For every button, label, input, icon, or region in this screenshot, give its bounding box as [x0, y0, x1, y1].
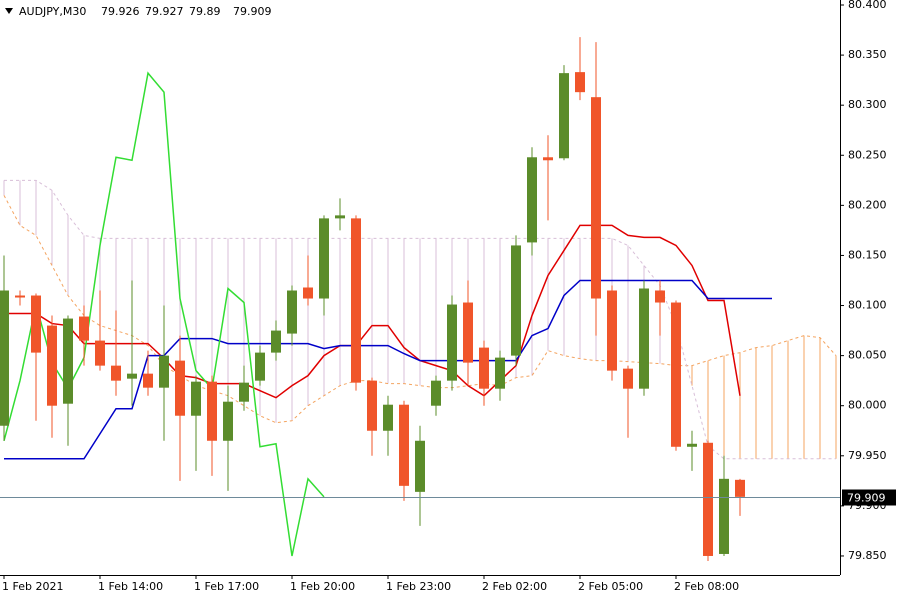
candle-body: [191, 381, 201, 416]
candle-body: [287, 290, 297, 334]
price-label: 79.909: [847, 492, 886, 505]
candle-body: [495, 357, 505, 389]
candle-body: [479, 347, 489, 389]
x-tick-label: 1 Feb 17:00: [194, 580, 259, 593]
candle-body: [127, 373, 137, 379]
candle-body: [703, 442, 713, 556]
price-label-box: [842, 489, 896, 506]
y-tick-label: 80.100: [848, 299, 887, 312]
x-tick-label: 1 Feb 23:00: [386, 580, 451, 593]
candle-body: [415, 440, 425, 492]
candle-body: [223, 401, 233, 441]
candle-body: [47, 325, 57, 406]
y-tick-label: 80.400: [848, 0, 887, 11]
candle-body: [335, 215, 345, 219]
candle-body: [447, 304, 457, 381]
candle-body: [383, 404, 393, 431]
candle-body: [367, 380, 377, 431]
indicator-line: [4, 224, 741, 399]
candle-body: [319, 218, 329, 299]
candle-body: [527, 157, 537, 243]
candle-body: [511, 245, 521, 356]
senkou-span-a: [3, 195, 837, 424]
y-tick-label: 80.200: [848, 198, 887, 211]
plot-area: [0, 37, 837, 561]
candle-body: [559, 73, 569, 159]
x-tick-label: 1 Feb 14:00: [98, 580, 163, 593]
candle-body: [543, 157, 553, 161]
candle-body: [111, 365, 121, 381]
candle-body: [575, 72, 585, 93]
candle-body: [303, 287, 313, 299]
x-tick-label: 1 Feb 20:00: [290, 580, 355, 593]
candle-body: [623, 368, 633, 389]
candle-body: [591, 97, 601, 299]
header-high: 79.927: [145, 5, 184, 18]
y-tick-label: 80.000: [848, 399, 887, 412]
candle-body: [159, 355, 169, 388]
candle-body: [735, 479, 745, 497]
candle-body: [143, 373, 153, 388]
candle-body: [399, 404, 409, 486]
y-tick-label: 80.150: [848, 248, 887, 261]
y-tick-label: 79.850: [848, 549, 887, 562]
x-tick-label: 1 Feb 2021: [2, 580, 63, 593]
header-low: 79.89: [189, 5, 221, 18]
header-open: 79.926: [101, 5, 140, 18]
candle-body: [431, 380, 441, 406]
candle-body: [0, 290, 9, 426]
header-close: 79.909: [233, 5, 272, 18]
y-tick-label: 80.350: [848, 48, 887, 61]
candle-body: [207, 381, 217, 441]
candle-body: [719, 478, 729, 554]
header-arrow: [5, 8, 13, 14]
candle-body: [655, 290, 665, 303]
candle-body: [31, 295, 41, 353]
candle-body: [687, 443, 697, 447]
candle-body: [463, 302, 473, 363]
candle-body: [95, 340, 105, 366]
header-symbol: AUDJPY,M30: [19, 5, 86, 18]
y-tick-label: 79.950: [848, 449, 887, 462]
candle-body: [63, 318, 73, 404]
x-tick-label: 2 Feb 08:00: [674, 580, 739, 593]
candle-body: [239, 382, 249, 402]
candle-body: [15, 295, 25, 298]
y-tick-label: 80.050: [848, 349, 887, 362]
senkou-span-b: [4, 179, 836, 460]
candle-body: [175, 360, 185, 416]
candle-body: [607, 290, 617, 371]
y-tick-label: 80.250: [848, 148, 887, 161]
indicator-line: [3, 71, 325, 557]
x-tick-label: 2 Feb 02:00: [482, 580, 547, 593]
candle-body: [639, 288, 649, 389]
candle-body: [671, 302, 681, 447]
candle-body: [79, 316, 89, 341]
candle-body: [255, 352, 265, 381]
candle-body: [271, 330, 281, 353]
candle-body: [351, 218, 361, 383]
x-tick-label: 2 Feb 05:00: [578, 580, 643, 593]
y-tick-label: 80.300: [848, 98, 887, 111]
